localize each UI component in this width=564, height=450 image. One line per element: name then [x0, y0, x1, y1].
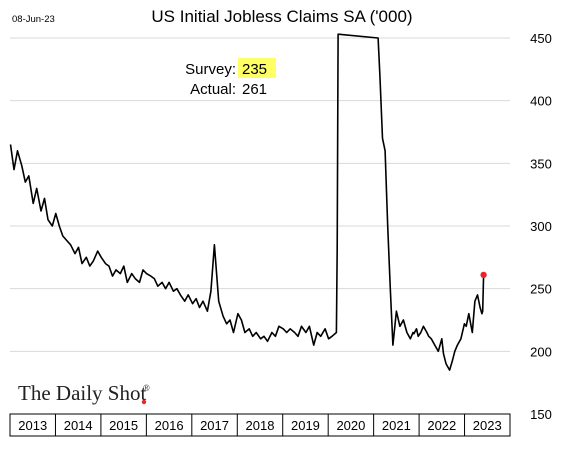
x-tick-label: 2014 [64, 418, 93, 433]
y-tick-label: 200 [530, 344, 552, 359]
y-tick-label: 150 [530, 407, 552, 422]
watermark-registered: ® [143, 383, 150, 393]
y-tick-label: 300 [530, 219, 552, 234]
survey-annotation: Survey: 235 Actual: 261 [185, 58, 276, 98]
actual-value: 261 [242, 81, 267, 98]
x-tick-label: 2021 [382, 418, 411, 433]
watermark-text: The Daily Shot [18, 381, 146, 405]
y-tick-label: 250 [530, 282, 552, 297]
x-tick-label: 2016 [155, 418, 184, 433]
x-tick-label: 2020 [336, 418, 365, 433]
x-tick-label: 2015 [109, 418, 138, 433]
survey-value: 235 [242, 61, 267, 78]
y-axis: 150 200 250 300 350 400 450 [530, 31, 552, 422]
watermark: The Daily Shot ® [18, 381, 150, 405]
survey-highlight [238, 58, 276, 78]
gridlines [10, 37, 510, 415]
chart-date: 08-Jun-23 [12, 14, 55, 25]
y-tick-label: 450 [530, 31, 552, 46]
x-tick-label: 2023 [473, 418, 502, 433]
y-tick-label: 350 [530, 156, 552, 171]
survey-label: Survey: [185, 61, 236, 78]
series-line [9, 33, 485, 371]
x-tick-label: 2017 [200, 418, 229, 433]
chart-title: US Initial Jobless Claims SA ('000) [151, 7, 412, 26]
x-axis: 2013 2014 2015 2016 2017 2018 2019 2020 2021 2022… [9, 413, 511, 437]
x-tick-label: 2019 [291, 418, 320, 433]
x-tick-label: 2018 [246, 418, 275, 433]
x-tick-label: 2013 [18, 418, 47, 433]
x-axis-frame [9, 413, 511, 437]
y-tick-label: 400 [530, 94, 552, 109]
x-tick-label: 2022 [427, 418, 456, 433]
last-point-marker [480, 271, 487, 279]
watermark-dot [141, 399, 147, 405]
actual-label: Actual: [190, 81, 236, 98]
